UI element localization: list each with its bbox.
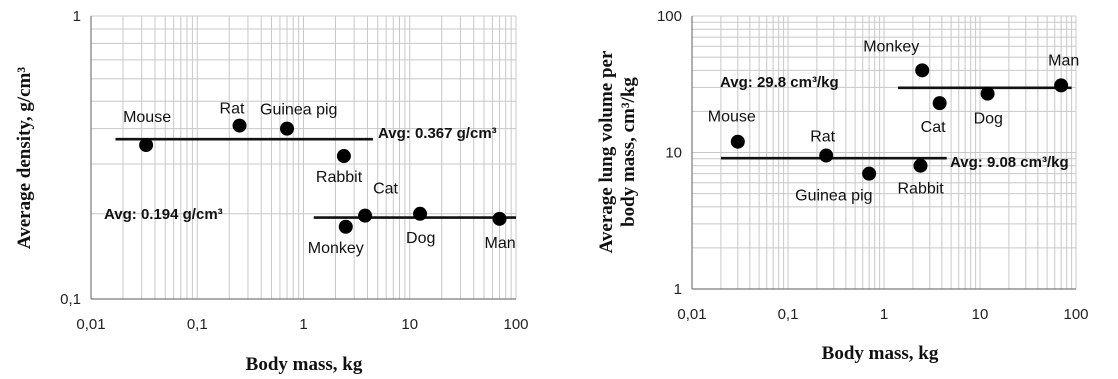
x-tick-label: 1 [880, 306, 888, 323]
x-tick-label: 100 [1063, 306, 1088, 323]
y-tick-label: 100 [657, 8, 682, 25]
y-tick-label: 10 [665, 145, 682, 162]
data-point [932, 96, 947, 111]
y-tick-label: 1 [674, 281, 682, 298]
point-label: Cat [373, 181, 398, 198]
data-point [1054, 78, 1069, 93]
point-label: Man [485, 235, 516, 252]
point-label: Monkey [308, 240, 364, 257]
data-point [336, 149, 351, 164]
y-axis-title: Average lung volume perbody mass, cm³/kg [596, 50, 639, 253]
point-label: Man [1048, 52, 1079, 69]
x-tick-label: 1 [299, 316, 307, 333]
data-point [139, 138, 154, 153]
average-label: Avg: 0.194 g/cm³ [104, 206, 223, 223]
grid [691, 15, 1077, 290]
average-label: Avg: 9.08 cm³/kg [950, 154, 1069, 171]
data-point [862, 166, 877, 181]
point-label: Rabbit [898, 181, 945, 198]
x-axis-title: Body mass, kg [246, 354, 363, 375]
average-label: Avg: 0.367 g/cm³ [378, 125, 497, 142]
y-axis-title: Average density, g/cm³ [14, 67, 35, 249]
point-label: Guinea pig [260, 102, 337, 119]
point-label: Rat [220, 101, 245, 118]
point-label: Dog [406, 230, 435, 247]
point-label: Rabbit [316, 169, 363, 186]
grid [90, 15, 517, 300]
x-tick-label: 10 [401, 316, 418, 333]
x-tick-label: 0,1 [778, 306, 799, 323]
point-label: Mouse [123, 109, 171, 126]
x-tick-label: 0,1 [187, 316, 208, 333]
y-tick-label: 1 [73, 8, 81, 25]
data-point [358, 208, 373, 223]
x-tick-label: 10 [972, 306, 989, 323]
chart-1: 0,01 0,1 1 10 100 0,1 1 Avg: 0.367 g/cm³ Avg: 0.… [14, 8, 529, 375]
data-point [980, 86, 995, 101]
data-point [492, 211, 507, 226]
data-point [730, 134, 745, 149]
data-point [232, 118, 247, 133]
point-label: Dog [974, 111, 1003, 128]
point-label: Cat [921, 119, 946, 136]
point-label: Monkey [863, 38, 919, 55]
x-tick-label: 0,01 [677, 306, 706, 323]
point-label: Rat [810, 129, 835, 146]
point-label: Mouse [708, 109, 756, 126]
average-label: Avg: 29.8 cm³/kg [720, 74, 839, 91]
data-point [413, 206, 428, 221]
x-axis-title: Body mass, kg [822, 343, 939, 364]
data-point [338, 219, 353, 234]
data-point [280, 121, 295, 136]
point-label: Guinea pig [795, 188, 872, 205]
x-tick-label: 0,01 [76, 316, 105, 333]
data-point [913, 158, 928, 173]
x-tick-label: 100 [503, 316, 528, 333]
y-tick-label: 0,1 [60, 291, 81, 308]
data-point [819, 148, 834, 163]
data-point [915, 63, 930, 78]
chart-2: 0,01 0,1 1 10 100 1 10 100 Avg: 29.8 cm³/kg Avg: … [596, 8, 1089, 364]
